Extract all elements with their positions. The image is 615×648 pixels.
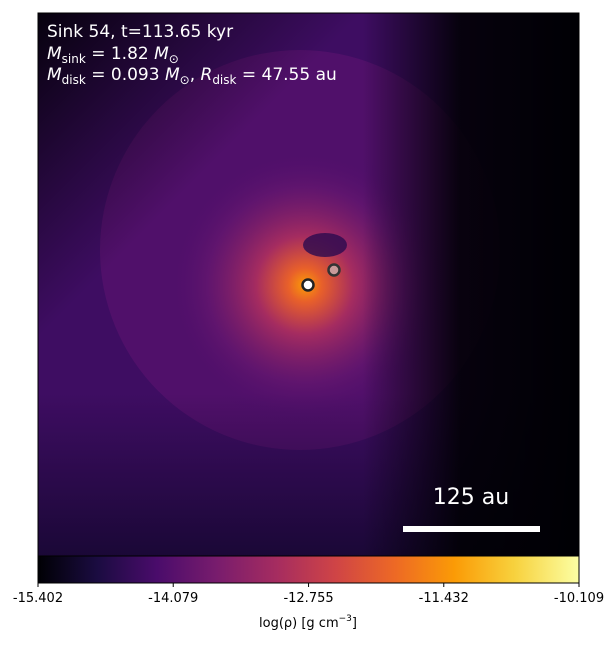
annotation-text: disk [62, 73, 86, 87]
colorbar-label-text: ] [352, 616, 357, 631]
colorbar-tick-label: -10.109 [554, 591, 604, 606]
sink-marker [327, 263, 341, 277]
sink-marker [301, 278, 315, 292]
annotation-text: Sink 54, t=113.65 kyr [47, 22, 233, 42]
colorbar-tick-label: -11.432 [419, 591, 469, 606]
colorbar-tick-label: -14.079 [148, 591, 198, 606]
colorbar-label: log(ρ) [g cm−3] [259, 614, 357, 631]
annotation-text: sink [62, 52, 86, 66]
annotation-text: disk [212, 73, 236, 87]
annotation-text: ⊙ [169, 52, 179, 66]
annotation-text: M [47, 65, 62, 85]
annotation-text: = 0.093 [86, 65, 165, 85]
scale-bar-label: 125 au [433, 485, 509, 510]
annotation-text: M [165, 65, 180, 85]
annotation-text: = 47.55 au [236, 65, 336, 85]
annotation: Msink = 1.82 M⊙ [47, 44, 179, 66]
annotation: Mdisk = 0.093 M⊙, Rdisk = 47.55 au [47, 65, 337, 87]
colorbar [37, 555, 580, 584]
annotation: Sink 54, t=113.65 kyr [47, 22, 233, 42]
annotation-text: R [201, 65, 213, 85]
annotation-text: M [47, 44, 62, 64]
annotation-text: M [154, 44, 169, 64]
colorbar-label-text: log(ρ) [g cm [259, 616, 339, 631]
colorbar-tick-label: -15.402 [13, 591, 63, 606]
annotation-text: , [190, 65, 201, 85]
annotation-text: = 1.82 [86, 44, 154, 64]
colorbar-tick-label: -12.755 [283, 591, 333, 606]
colorbar-label-text: −3 [339, 614, 352, 624]
scale-bar [403, 526, 540, 532]
annotation-text: ⊙ [180, 73, 190, 87]
